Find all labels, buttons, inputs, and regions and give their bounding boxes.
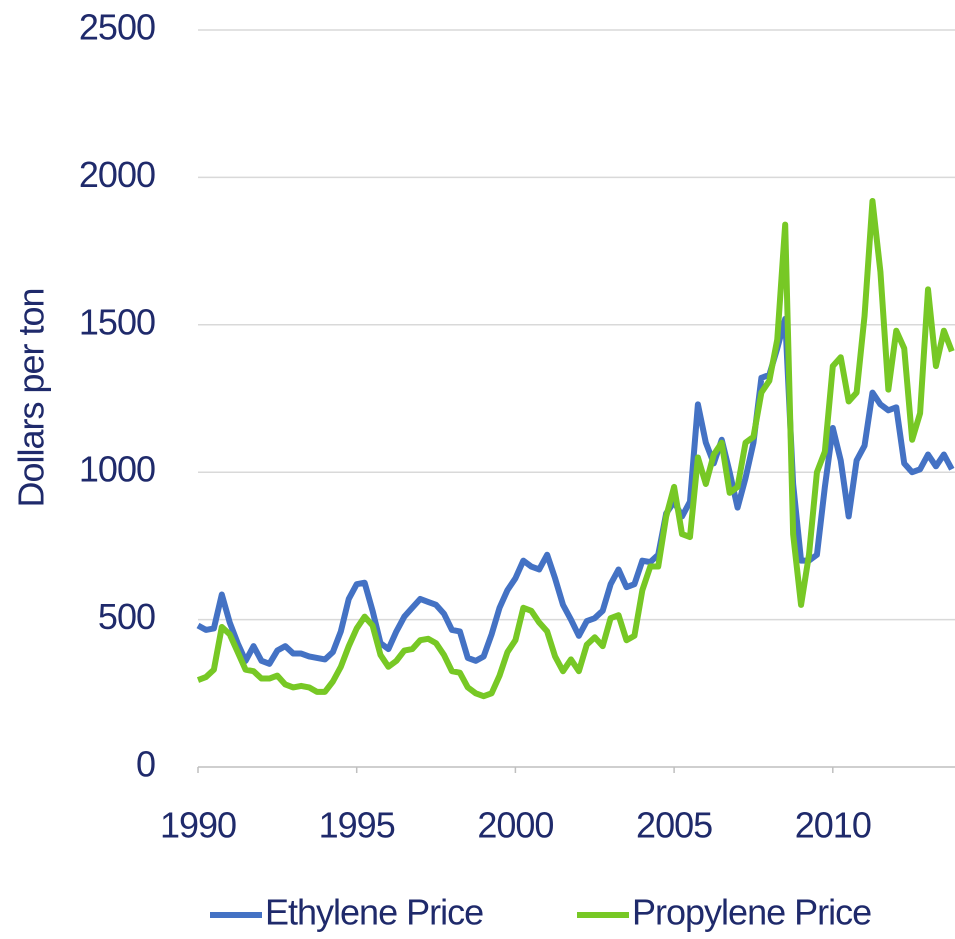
x-tick-label: 1995 (319, 805, 395, 846)
y-tick-label: 500 (98, 596, 155, 637)
legend-label: Ethylene Price (265, 892, 483, 933)
y-tick-label: 1000 (79, 449, 155, 490)
x-tick-label: 2005 (636, 805, 712, 846)
y-tick-label: 2000 (79, 154, 155, 195)
y-tick-label: 2500 (79, 7, 155, 48)
y-tick-label: 1500 (79, 301, 155, 342)
x-tick-label: 2000 (477, 805, 553, 846)
series-line (196, 197, 955, 700)
legend-label: Propylene Price (632, 892, 871, 933)
x-tick-label: 2010 (795, 805, 871, 846)
x-tick-label: 1990 (160, 805, 236, 846)
y-tick-label: 0 (136, 744, 155, 785)
series-line (196, 315, 955, 667)
y-axis-label: Dollars per ton (11, 288, 52, 507)
